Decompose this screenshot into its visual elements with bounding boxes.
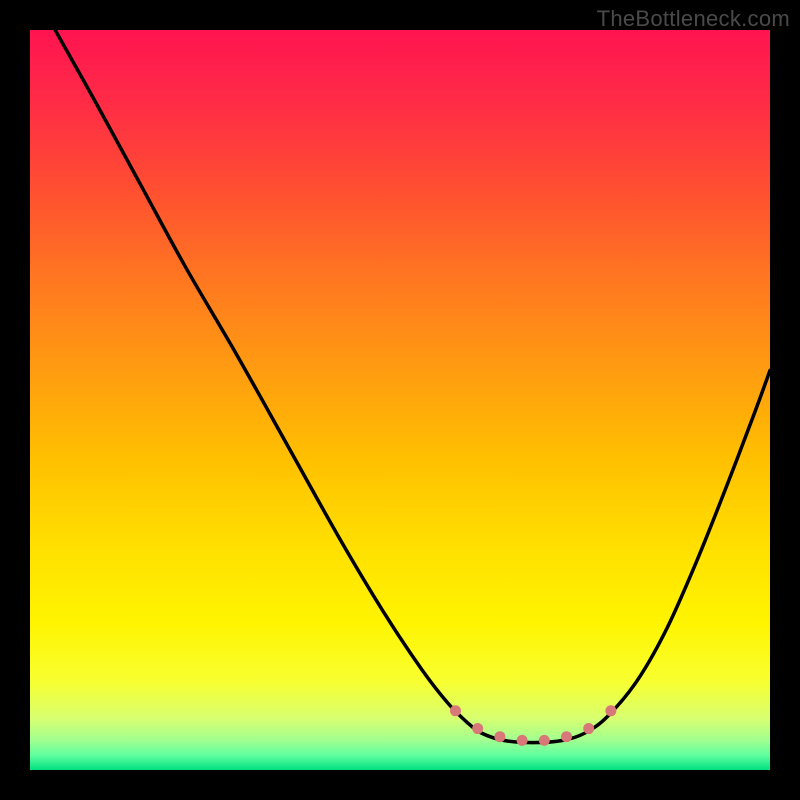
marker-dot bbox=[605, 705, 616, 716]
curve-layer bbox=[30, 30, 770, 770]
marker-dot bbox=[583, 723, 594, 734]
marker-dot bbox=[539, 735, 550, 746]
plot-area bbox=[30, 30, 770, 770]
marker-dot bbox=[517, 735, 528, 746]
marker-dot bbox=[450, 705, 461, 716]
marker-dot bbox=[472, 723, 483, 734]
watermark-text: TheBottleneck.com bbox=[597, 6, 790, 32]
marker-group bbox=[450, 705, 616, 746]
marker-dot bbox=[494, 731, 505, 742]
bottleneck-curve bbox=[55, 30, 770, 743]
marker-dot bbox=[561, 731, 572, 742]
chart-container: TheBottleneck.com bbox=[0, 0, 800, 800]
